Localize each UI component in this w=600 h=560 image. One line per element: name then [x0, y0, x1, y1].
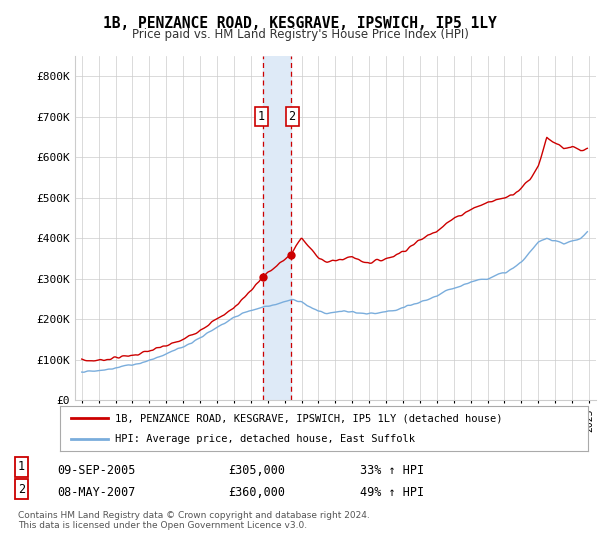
- Text: 33% ↑ HPI: 33% ↑ HPI: [360, 464, 424, 477]
- Text: 08-MAY-2007: 08-MAY-2007: [57, 486, 136, 499]
- Text: 1: 1: [18, 460, 25, 473]
- Text: Price paid vs. HM Land Registry's House Price Index (HPI): Price paid vs. HM Land Registry's House …: [131, 28, 469, 41]
- Text: 49% ↑ HPI: 49% ↑ HPI: [360, 486, 424, 499]
- Text: 2: 2: [18, 483, 25, 496]
- Text: 1B, PENZANCE ROAD, KESGRAVE, IPSWICH, IP5 1LY: 1B, PENZANCE ROAD, KESGRAVE, IPSWICH, IP…: [103, 16, 497, 31]
- Text: 1: 1: [257, 110, 265, 123]
- Bar: [263, 56, 291, 400]
- Text: £360,000: £360,000: [228, 486, 285, 499]
- Text: HPI: Average price, detached house, East Suffolk: HPI: Average price, detached house, East…: [115, 433, 415, 444]
- Text: £305,000: £305,000: [228, 464, 285, 477]
- Text: 2: 2: [289, 110, 296, 123]
- Text: 1B, PENZANCE ROAD, KESGRAVE, IPSWICH, IP5 1LY (detached house): 1B, PENZANCE ROAD, KESGRAVE, IPSWICH, IP…: [115, 413, 503, 423]
- Text: 09-SEP-2005: 09-SEP-2005: [57, 464, 136, 477]
- Text: Contains HM Land Registry data © Crown copyright and database right 2024.
This d: Contains HM Land Registry data © Crown c…: [18, 511, 370, 530]
